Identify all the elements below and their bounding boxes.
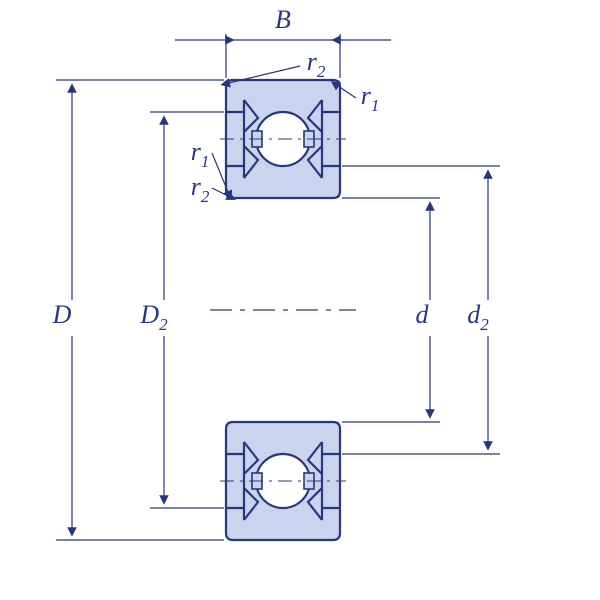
label-r2_bottom: r2 xyxy=(191,172,210,206)
bearing-section-top xyxy=(220,80,346,198)
label-B: B xyxy=(275,5,291,34)
label-d2: d2 xyxy=(467,300,489,334)
bearing-section-diagram: DD2dd2Br2r1r1r2 xyxy=(0,0,600,600)
label-D2: D2 xyxy=(139,300,168,334)
label-D: D xyxy=(52,300,72,329)
label-r2_top: r2 xyxy=(307,47,326,81)
bearing-section-bottom xyxy=(220,422,346,540)
label-r1_top: r1 xyxy=(361,81,380,115)
label-d: d xyxy=(416,300,430,329)
dimension-B xyxy=(175,34,391,78)
label-r1_bottom: r1 xyxy=(191,137,210,171)
